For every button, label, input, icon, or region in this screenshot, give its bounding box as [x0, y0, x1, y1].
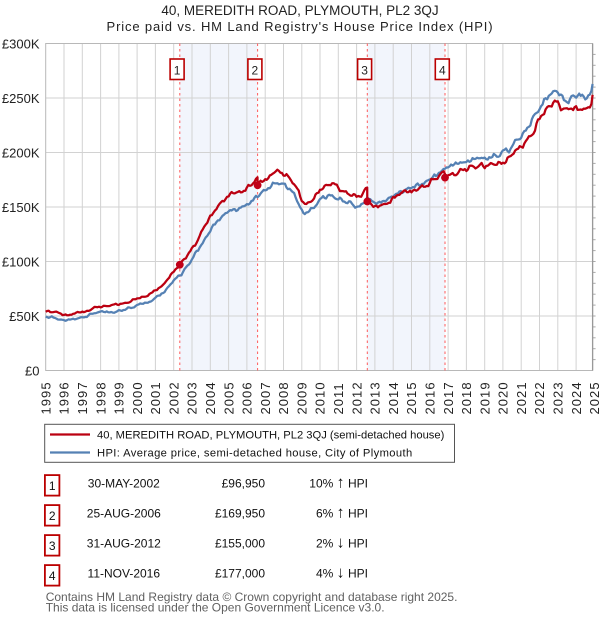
svg-text:1995: 1995 [38, 381, 53, 414]
svg-text:2005: 2005 [221, 381, 236, 414]
svg-text:2020: 2020 [496, 381, 511, 414]
svg-text:2001: 2001 [148, 381, 163, 414]
svg-text:2: 2 [49, 509, 56, 523]
svg-text:2006: 2006 [240, 381, 255, 414]
svg-text:4: 4 [439, 64, 446, 78]
svg-text:2000: 2000 [130, 381, 145, 414]
svg-text:3: 3 [361, 64, 368, 78]
svg-text:2003: 2003 [185, 381, 200, 414]
svg-text:2012: 2012 [349, 381, 364, 414]
svg-text:£169,950: £169,950 [215, 507, 265, 521]
svg-text:This data is licensed under th: This data is licensed under the Open Gov… [46, 601, 385, 615]
svg-text:2004: 2004 [203, 381, 218, 414]
svg-text:2022: 2022 [532, 381, 547, 414]
svg-text:2016: 2016 [423, 381, 438, 414]
svg-text:1999: 1999 [112, 381, 127, 414]
svg-text:2011: 2011 [331, 382, 346, 414]
svg-text:1996: 1996 [57, 381, 72, 414]
svg-text:Contains HM Land Registry data: Contains HM Land Registry data © Crown c… [46, 590, 458, 604]
svg-text:31-AUG-2012: 31-AUG-2012 [87, 537, 161, 551]
svg-text:3: 3 [49, 539, 56, 553]
svg-text:4% ↓ HPI: 4% ↓ HPI [316, 565, 368, 582]
svg-text:£0: £0 [25, 364, 39, 379]
svg-text:£177,000: £177,000 [215, 567, 265, 581]
svg-text:HPI: Average price, semi-detac: HPI: Average price, semi-detached house,… [97, 448, 413, 460]
svg-text:6% ↑ HPI: 6% ↑ HPI [316, 505, 368, 522]
svg-text:11-NOV-2016: 11-NOV-2016 [88, 567, 161, 581]
svg-text:Price paid vs. HM Land Registr: Price paid vs. HM Land Registry's House … [107, 19, 494, 34]
svg-text:2010: 2010 [313, 381, 328, 414]
svg-text:40, MEREDITH ROAD, PLYMOUTH, P: 40, MEREDITH ROAD, PLYMOUTH, PL2 3QJ [161, 3, 438, 18]
svg-text:£200K: £200K [2, 146, 40, 161]
svg-text:2018: 2018 [459, 381, 474, 414]
svg-text:2017: 2017 [441, 381, 456, 414]
svg-text:2021: 2021 [514, 381, 529, 414]
svg-text:2025: 2025 [587, 381, 600, 414]
svg-text:30-MAY-2002: 30-MAY-2002 [88, 477, 160, 491]
svg-text:£250K: £250K [2, 91, 40, 106]
svg-text:10% ↑ HPI: 10% ↑ HPI [309, 475, 368, 492]
svg-text:2019: 2019 [477, 381, 492, 414]
svg-text:£96,950: £96,950 [222, 477, 266, 491]
svg-text:£100K: £100K [2, 255, 40, 270]
svg-text:2014: 2014 [386, 381, 401, 414]
svg-text:40, MEREDITH ROAD, PLYMOUTH, P: 40, MEREDITH ROAD, PLYMOUTH, PL2 3QJ (se… [97, 430, 445, 442]
svg-text:2008: 2008 [276, 381, 291, 414]
svg-text:£300K: £300K [2, 37, 40, 52]
svg-text:£155,000: £155,000 [215, 537, 265, 551]
svg-text:1: 1 [49, 479, 56, 493]
svg-text:4: 4 [49, 569, 56, 583]
svg-text:2015: 2015 [404, 381, 419, 414]
svg-text:25-AUG-2006: 25-AUG-2006 [87, 507, 161, 521]
svg-text:2009: 2009 [295, 381, 310, 414]
svg-text:2023: 2023 [551, 381, 566, 414]
svg-text:£150K: £150K [2, 200, 40, 215]
svg-text:1: 1 [174, 64, 181, 78]
svg-text:1998: 1998 [93, 381, 108, 414]
svg-text:2013: 2013 [368, 381, 383, 414]
svg-text:2: 2 [252, 64, 259, 78]
svg-text:2007: 2007 [258, 381, 273, 414]
svg-text:1997: 1997 [75, 381, 90, 414]
svg-text:2002: 2002 [166, 381, 181, 414]
svg-text:2024: 2024 [569, 381, 584, 414]
svg-text:2% ↓ HPI: 2% ↓ HPI [316, 535, 368, 552]
svg-text:£50K: £50K [9, 309, 40, 324]
